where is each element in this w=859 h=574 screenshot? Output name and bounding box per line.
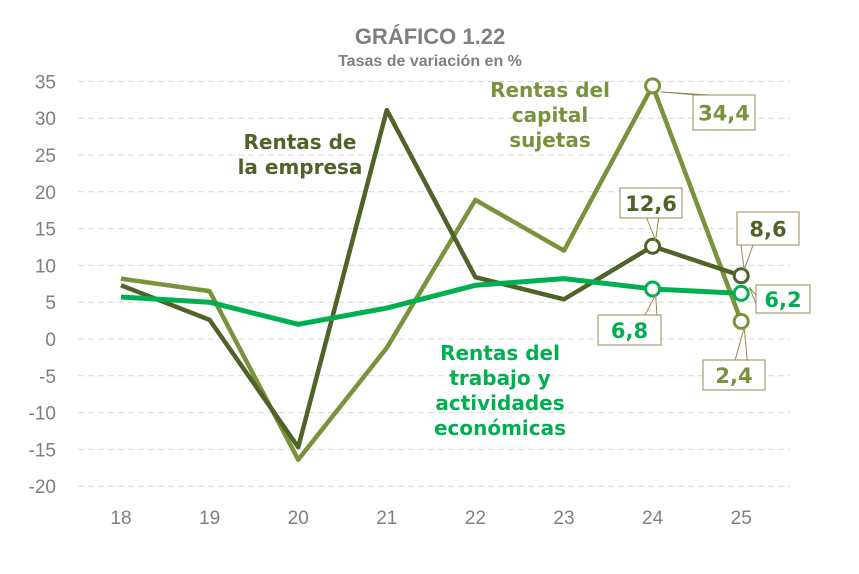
series-line	[120, 107, 742, 450]
y-tick-label: -10	[29, 404, 56, 425]
series-name-label: trabajo y	[449, 366, 550, 390]
data-label: 34,4	[698, 102, 750, 126]
data-point	[644, 280, 662, 298]
series-line	[120, 83, 744, 462]
data-point	[644, 77, 662, 95]
series-name-label: Rentas de	[243, 130, 356, 154]
callout-box	[755, 284, 811, 314]
data-label: 12,6	[625, 192, 677, 216]
y-tick-label: 20	[35, 183, 56, 204]
y-tick-label: 25	[35, 146, 56, 167]
x-tick-label: 22	[465, 508, 486, 529]
x-tick-label: 25	[731, 508, 752, 529]
callout-box	[702, 359, 766, 391]
series-name-label: capital	[512, 103, 588, 127]
series-name-label: económicas	[434, 416, 566, 440]
series-name-label: Rentas del	[490, 78, 610, 102]
data-label: 6,8	[611, 319, 648, 343]
y-tick-label: -15	[29, 440, 56, 461]
data-label: 8,6	[749, 218, 786, 242]
callout-pointer	[740, 244, 754, 270]
series-name-label: Rentas del	[440, 341, 560, 365]
chart-subtitle: Tasas de variación en %	[338, 53, 522, 70]
chart-title: GRÁFICO 1.22	[355, 24, 505, 49]
x-tick-label: 19	[199, 508, 220, 529]
callout-pointer	[644, 293, 658, 316]
callout-box	[736, 211, 800, 246]
x-tick-label: 23	[553, 508, 574, 529]
series-name-label: sujetas	[509, 128, 591, 152]
data-point	[732, 284, 750, 302]
x-tick-label: 20	[288, 508, 309, 529]
callout-pointer	[734, 327, 748, 361]
series-name-label: actividades	[435, 391, 564, 415]
callout-box	[692, 94, 756, 131]
y-tick-label: -5	[39, 367, 56, 388]
y-tick-label: 15	[35, 220, 56, 241]
y-tick-label: 30	[35, 109, 56, 130]
series-line	[120, 276, 742, 327]
y-tick-label: 35	[35, 72, 56, 93]
data-label: 6,2	[764, 288, 801, 312]
x-tick-label: 21	[376, 508, 397, 529]
data-point	[732, 312, 750, 330]
y-tick-label: 5	[45, 293, 56, 314]
callout-box	[597, 314, 662, 346]
data-point	[644, 237, 662, 255]
data-point	[732, 267, 750, 285]
x-tick-label: 24	[642, 508, 664, 529]
y-tick-label: 0	[45, 330, 56, 351]
x-tick-label: 18	[110, 508, 131, 529]
callout-pointer	[645, 217, 660, 243]
callout-box	[619, 187, 683, 219]
series-name-label: la empresa	[238, 155, 363, 179]
data-label: 2,4	[715, 364, 752, 388]
y-tick-label: -20	[29, 477, 56, 498]
y-tick-label: 10	[35, 256, 56, 277]
